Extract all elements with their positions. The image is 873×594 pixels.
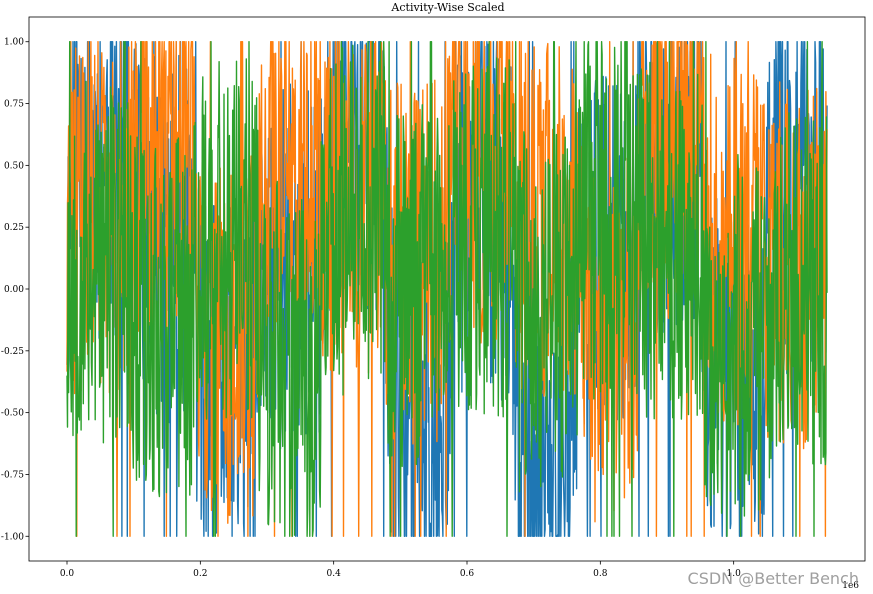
y-tick-label: 0.25 [4, 223, 24, 233]
plot-area [66, 41, 828, 537]
watermark: CSDN @Better Bench [687, 569, 859, 588]
y-tick-label: 0.00 [4, 285, 24, 295]
axes: 0.0 0.2 0.4 0.6 0.8 1.0 1.00 0.75 0.50 0.25 0.00 -0… [1, 16, 866, 579]
y-tick-label: 0.50 [4, 161, 24, 171]
x-tick-label: 0.0 [60, 569, 75, 579]
x-tick-label: 0.6 [460, 569, 475, 579]
x-tick-label: 0.4 [327, 569, 342, 579]
y-tick-label: -1.00 [1, 532, 24, 542]
x-offset-label: 1e6 [842, 581, 859, 591]
series-line-3 [66, 41, 828, 537]
x-tick-label: 0.2 [193, 569, 207, 579]
y-tick-label: -0.50 [1, 409, 24, 419]
y-tick-label: 0.75 [4, 100, 24, 110]
x-tick-label: 1.0 [727, 569, 742, 579]
y-tick-label: -0.25 [1, 347, 24, 357]
x-tick-label: 0.8 [593, 569, 608, 579]
chart-title: Activity-Wise Scaled [390, 1, 504, 14]
y-tick-label: 1.00 [4, 38, 24, 48]
y-tick-label: -0.75 [1, 470, 24, 480]
